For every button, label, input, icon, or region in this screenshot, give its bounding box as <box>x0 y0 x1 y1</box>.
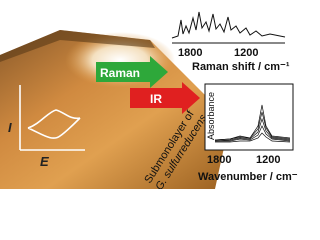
raman-axis-label: Raman shift / cm⁻¹ <box>192 61 290 73</box>
raman-tick: 1200 <box>234 47 258 59</box>
cv-y-label: I <box>8 120 12 135</box>
ir-y-label: Absorbance <box>206 92 216 140</box>
cv-x-label: E <box>40 154 49 169</box>
cv-plot <box>19 85 85 151</box>
figure: E I Submonolayer of G. sulfurreducens Ra… <box>0 11 298 189</box>
ir-arrow-label: IR <box>150 92 162 106</box>
ir-tick: 1800 <box>207 154 231 166</box>
ir-tick: 1200 <box>256 154 280 166</box>
raman-arrow <box>96 56 168 88</box>
ir-spectra <box>214 104 291 143</box>
raman-tick: 1800 <box>178 47 202 59</box>
afm-edge <box>0 30 155 62</box>
raman-arrow-label: Raman <box>100 66 140 80</box>
raman-spectrum <box>171 11 286 39</box>
ir-axis-label: Wavenumber / cm⁻¹ <box>198 171 298 183</box>
ir-arrow <box>130 82 200 114</box>
